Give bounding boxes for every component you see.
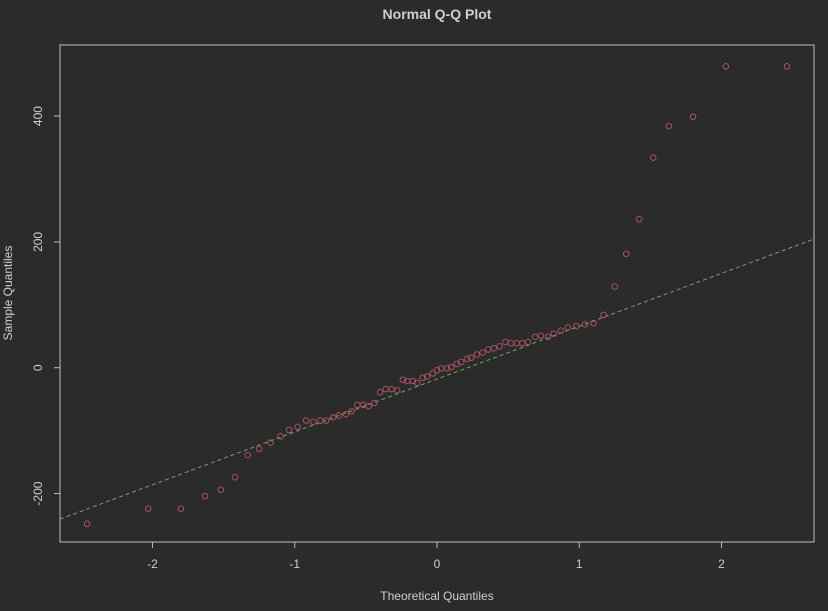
data-point [479, 349, 486, 356]
data-point [413, 379, 421, 387]
data-point [453, 360, 461, 368]
data-point [600, 311, 607, 319]
data-point [463, 355, 471, 363]
data-point [467, 354, 475, 361]
x-tick-label: -1 [289, 557, 300, 571]
x-tick-label: 1 [576, 557, 583, 571]
data-point [635, 216, 643, 223]
data-point [335, 412, 343, 419]
data-point [302, 417, 310, 424]
data-point [376, 389, 384, 396]
data-point [342, 411, 350, 418]
data-point [433, 367, 441, 374]
x-axis: -2 -1 0 1 2 [147, 542, 725, 571]
data-point [399, 376, 407, 383]
data-point [201, 492, 209, 500]
data-point [611, 283, 619, 290]
data-point [443, 365, 451, 372]
data-point [144, 505, 152, 512]
data-point [371, 399, 378, 407]
data-point [83, 520, 91, 528]
data-point [564, 324, 572, 331]
data-point [537, 332, 545, 339]
data-point [457, 358, 465, 366]
data-point [473, 351, 481, 358]
y-axis-title: Sample Quantiles [1, 246, 15, 341]
data-point [285, 426, 293, 434]
data-point [419, 374, 427, 382]
reference-line [59, 238, 815, 520]
data-point [255, 445, 263, 453]
data-point [348, 407, 355, 415]
data-point [267, 439, 274, 446]
data-points [83, 63, 791, 528]
data-point [322, 417, 330, 424]
data-point [590, 319, 597, 327]
data-point [665, 122, 673, 130]
data-point [447, 363, 455, 371]
data-point [557, 327, 565, 334]
data-point [524, 338, 532, 346]
data-point [423, 373, 431, 380]
x-tick-label: 2 [718, 557, 725, 571]
data-point [722, 63, 730, 70]
data-point [244, 451, 252, 459]
data-point [573, 322, 580, 330]
chart-title: Normal Q-Q Plot [383, 6, 492, 22]
data-point [429, 370, 436, 377]
data-point [550, 330, 557, 338]
data-point [365, 402, 372, 410]
data-point [689, 113, 697, 120]
y-axis: -200 0 200 400 [31, 106, 60, 506]
x-axis-title: Theoretical Quantiles [380, 589, 493, 603]
y-tick-label: 0 [31, 364, 45, 371]
x-tick-label: -2 [147, 557, 158, 571]
data-point [622, 250, 630, 258]
data-point [544, 333, 552, 341]
data-point [294, 423, 301, 431]
data-point [329, 414, 337, 421]
data-point [277, 433, 284, 440]
y-tick-label: 200 [31, 232, 45, 252]
data-point [783, 63, 791, 70]
data-point [496, 343, 503, 350]
data-point [649, 154, 657, 161]
y-tick-label: -200 [31, 481, 45, 505]
data-point [309, 418, 317, 426]
data-point [177, 505, 185, 512]
data-point [409, 377, 417, 385]
data-point [217, 486, 225, 494]
data-point [231, 473, 239, 481]
data-point [490, 344, 498, 352]
x-tick-label: 0 [434, 557, 441, 571]
data-point [581, 321, 589, 328]
y-tick-label: 400 [31, 106, 45, 126]
data-point [393, 387, 401, 394]
